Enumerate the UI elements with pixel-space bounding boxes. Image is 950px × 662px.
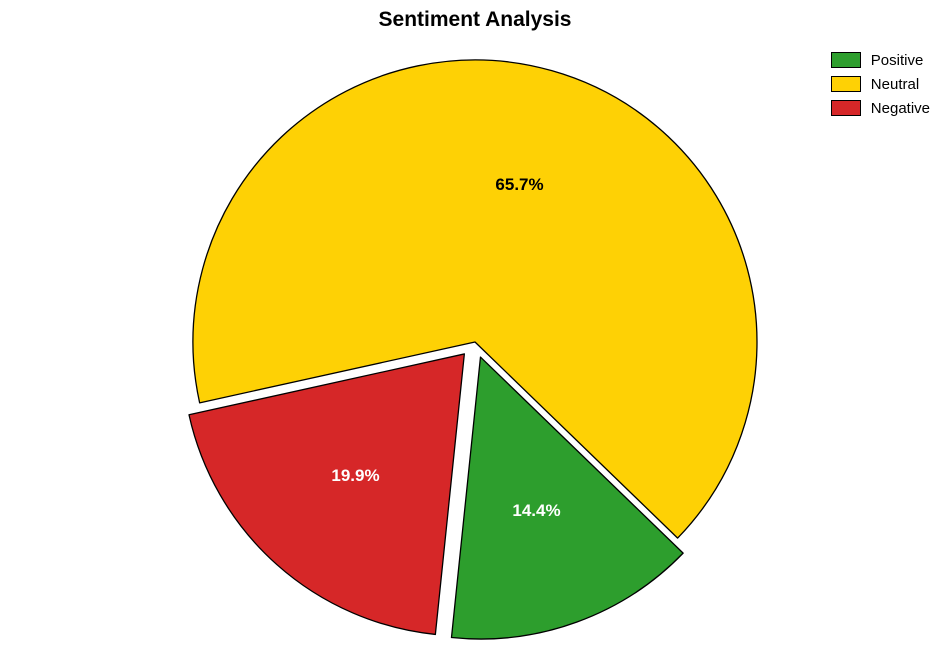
legend-label-positive: Positive <box>871 52 924 69</box>
legend-swatch-positive <box>831 52 861 68</box>
legend-item-positive: Positive <box>831 48 930 72</box>
legend-label-negative: Negative <box>871 100 930 117</box>
pie-chart <box>0 0 950 662</box>
legend: Positive Neutral Negative <box>831 48 930 120</box>
legend-swatch-neutral <box>831 76 861 92</box>
legend-item-neutral: Neutral <box>831 72 930 96</box>
pie-chart-container: Sentiment Analysis PositiveNeutralNegati… <box>0 0 950 662</box>
slice-label-neutral: 65.7% <box>495 175 543 195</box>
slice-label-positive: 14.4% <box>512 501 560 521</box>
legend-item-negative: Negative <box>831 96 930 120</box>
legend-swatch-negative <box>831 100 861 116</box>
slice-label-negative: 19.9% <box>331 466 379 486</box>
legend-label-neutral: Neutral <box>871 76 919 93</box>
